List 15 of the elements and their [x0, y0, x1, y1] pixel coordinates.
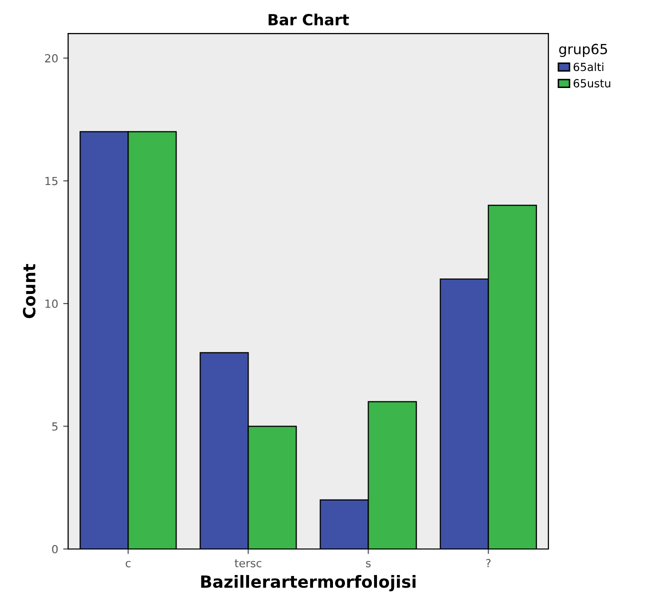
x-tick-label: ?: [486, 558, 491, 568]
legend-label: 65alti: [574, 62, 604, 72]
y-axis-title: Count: [22, 264, 36, 318]
y-tick-label: 20: [45, 54, 58, 62]
legend-title: grup65: [559, 44, 608, 57]
y-tick-label: 5: [52, 422, 58, 431]
y-tick-label: 10: [46, 300, 58, 308]
y-tick-label: 15: [46, 176, 58, 186]
x-tick-label: tersc: [234, 559, 262, 568]
x-axis-title: Bazillerartermorfolojisi: [201, 575, 416, 592]
x-tick-label: c: [126, 560, 131, 568]
legend-label: 65ustu: [574, 79, 610, 88]
y-tick-label: 0: [52, 544, 58, 554]
x-tick-label: s: [366, 560, 371, 568]
chart-title: Bar Chart: [268, 14, 349, 26]
